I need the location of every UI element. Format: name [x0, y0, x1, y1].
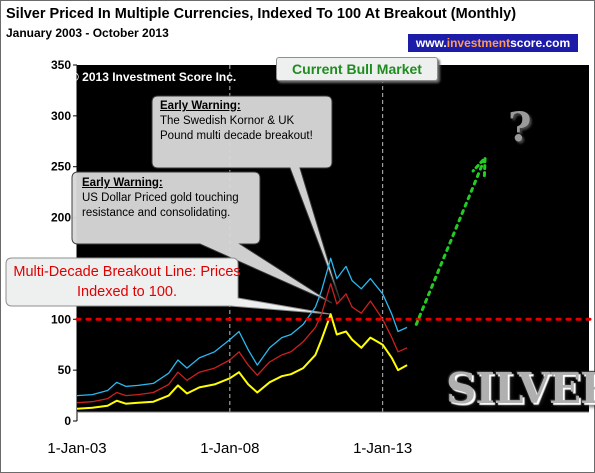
question-mark: ? [508, 104, 532, 151]
callout-1-body: The Swedish Kornor & UK Pound multi deca… [160, 115, 313, 142]
callout-2-body: US Dollar Priced gold touching resistanc… [82, 192, 239, 219]
projection-arrow [414, 153, 487, 326]
url-highlight: investment [446, 36, 511, 50]
url-suffix: score.com [510, 36, 571, 50]
x-tick-label: 1-Jan-03 [47, 440, 106, 457]
series-line-yellow [76, 313, 408, 410]
y-tick-label: 50 [58, 363, 72, 377]
y-tick-label: 300 [51, 109, 71, 123]
y-tick-label: 350 [51, 58, 71, 72]
projection-arrow-shaft [414, 160, 486, 326]
callout-bubble-1 [151, 95, 341, 301]
x-tick-label: 1-Jan-13 [353, 440, 412, 457]
copyright-notice: © 2013 Investment Score Inc. [70, 70, 237, 84]
callout-bubble-2 [71, 171, 333, 304]
y-tick-label: 100 [51, 312, 71, 326]
callout-bubble-3 [5, 257, 331, 315]
projection-arrow-head [471, 153, 487, 178]
breakout-line-label: Multi-Decade Breakout Line: Prices Index… [13, 264, 241, 300]
current-bull-market-label: Current Bull Market [276, 57, 438, 81]
y-tick-label: 250 [51, 160, 71, 174]
x-axis: 1-Jan-03 1-Jan-08 1-Jan-13 [47, 411, 589, 457]
series-line-red [76, 283, 408, 404]
chart-subtitle: January 2003 - October 2013 [6, 26, 169, 40]
y-axis: 350300250200150100500 [51, 58, 78, 428]
callout-1-heading: Early Warning: [160, 100, 241, 112]
callout-2-heading: Early Warning: [82, 177, 163, 189]
url-prefix: www. [415, 36, 447, 50]
silver-watermark: SILVER [446, 364, 595, 413]
x-tick-label: 1-Jan-08 [200, 440, 259, 457]
y-tick-label: 200 [51, 211, 71, 225]
chart-title: Silver Priced In Multiple Currencies, In… [6, 6, 517, 22]
callout-2-text: Early Warning: US Dollar Priced gold tou… [82, 176, 254, 221]
series-line-blue [76, 257, 408, 397]
series-lines [76, 257, 408, 410]
y-tick-label: 0 [64, 414, 71, 428]
callout-1-text: Early Warning: The Swedish Kornor & UK P… [160, 99, 326, 144]
website-link[interactable]: www.investmentscore.com [408, 34, 578, 52]
callout-shapes [5, 95, 341, 315]
